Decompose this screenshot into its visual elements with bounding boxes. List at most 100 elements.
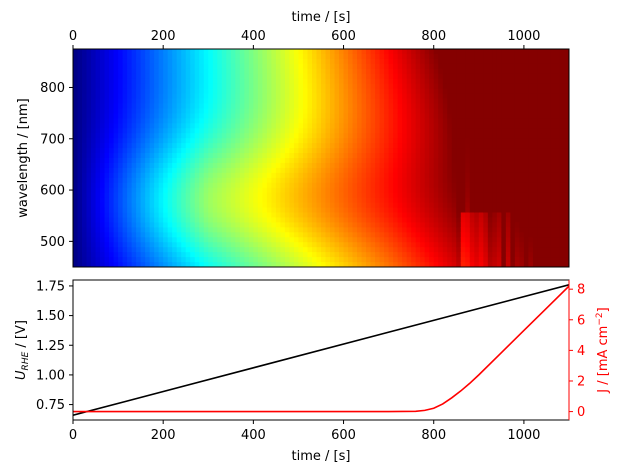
heatmap-cell [316,237,322,243]
heatmap-cell [199,133,205,139]
heatmap-cell [415,197,421,204]
heatmap-cell [253,212,259,219]
heatmap-cell [298,217,304,223]
heatmap-cell [77,53,83,60]
heatmap-cell [366,108,372,114]
heatmap-cell [271,222,277,228]
heatmap-cell [519,103,525,110]
heatmap-cell [212,153,218,159]
heatmap-cell [411,53,417,60]
heatmap-cell [451,252,457,258]
heatmap-cell [307,108,313,114]
heatmap-cell [451,103,457,110]
heatmap-cell [289,88,295,95]
heatmap-cell [361,197,367,204]
heatmap-cell [199,108,205,114]
heatmap-cell [339,98,345,105]
heatmap-cell [379,232,385,238]
heatmap-cell [469,118,475,124]
heatmap-cell [185,103,191,110]
heatmap-cell [402,232,408,238]
heatmap-cell [478,88,484,95]
heatmap-cell [514,227,520,233]
heatmap-cell [239,212,245,219]
heatmap-cell [289,138,295,144]
heatmap-cell [100,167,106,174]
heatmap-cell [379,247,385,253]
heatmap-cell [343,118,349,124]
heatmap-cell [406,53,412,60]
heatmap-cell [510,113,516,119]
heatmap-cell [145,73,151,80]
heatmap-cell [145,78,151,85]
heatmap-cell [122,192,128,199]
heatmap-cell [262,202,268,209]
heatmap-cell [239,73,245,80]
heatmap-cell [550,138,557,144]
heatmap-cell [181,242,187,248]
heatmap-cell [397,153,403,159]
heatmap-cell [514,197,520,204]
heatmap-cell [523,177,530,184]
heatmap-cell [86,172,92,179]
heatmap-cell [564,98,569,105]
heatmap-cell [438,202,444,209]
heatmap-cell [262,197,268,204]
heatmap-cell [293,73,300,80]
heatmap-cell [73,257,79,263]
heatmap-cell [266,78,272,85]
heatmap-cell [550,172,557,179]
heatmap-cell [280,68,286,75]
heatmap-cell [212,232,218,238]
heatmap-cell [325,158,331,164]
heatmap-cell [113,158,119,164]
heatmap-cell [271,58,277,65]
heatmap-cell [262,118,268,124]
heatmap-cell [352,158,358,164]
heatmap-cell [384,257,390,263]
heatmap-cell [343,182,349,189]
heatmap-cell [140,53,146,60]
heatmap-cell [217,133,223,139]
heatmap-cell [528,49,534,55]
heatmap-cell [266,123,272,129]
heatmap-cell [406,187,412,194]
heatmap-cell [474,257,480,263]
heatmap-cell [402,167,408,174]
heatmap-cell [393,172,399,179]
heatmap-cell [149,58,155,65]
heatmap-cell [181,49,187,55]
heatmap-cell [136,153,142,159]
heatmap-cell [519,202,525,209]
heatmap-cell [136,162,142,169]
heatmap-cell [429,172,435,179]
heatmap-cell [257,49,263,55]
heatmap-cell [510,197,516,204]
heatmap-cell [325,202,331,209]
heatmap-cell [190,73,196,80]
heatmap-cell [316,58,322,65]
heatmap-cell [361,172,367,179]
heatmap-cell [100,192,106,199]
heatmap-cell [487,167,493,174]
heatmap-cell [140,118,146,124]
heatmap-cell [262,53,268,60]
heatmap-cell [154,53,160,60]
heatmap-cell [366,68,372,75]
heatmap-cell [185,237,191,243]
heatmap-cell [528,262,534,267]
heatmap-cell [154,93,160,100]
heatmap-cell [280,133,286,139]
heatmap-cell [397,133,403,139]
heatmap-cell [280,78,286,85]
heatmap-cell [492,247,498,253]
heatmap-cell [208,113,214,119]
heatmap-cell [217,98,223,105]
heatmap-cell [77,232,83,238]
heatmap-cell [415,133,421,139]
heatmap-cell [118,103,124,110]
heatmap-cell [248,182,254,189]
heatmap-cell [280,177,286,184]
heatmap-cell [348,237,354,243]
heatmap-cell [140,98,146,105]
